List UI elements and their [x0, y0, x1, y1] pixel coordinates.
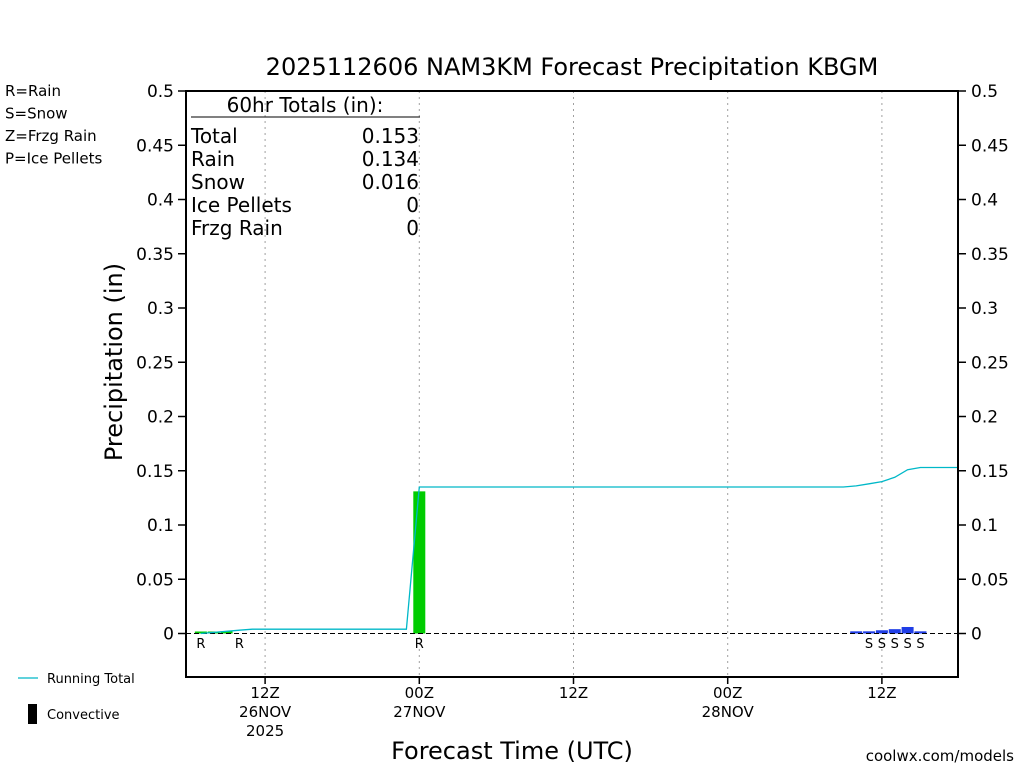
y-tick-label-left: 0.15 — [136, 462, 174, 482]
ptype-legend-item: R=Rain — [5, 82, 61, 100]
totals-header: 60hr Totals (in): — [227, 93, 384, 117]
y-tick-label-left: 0.25 — [136, 353, 174, 373]
y-tick-label-left: 0.05 — [136, 570, 174, 590]
x-tick-label: 00Z — [713, 684, 742, 702]
ptype-marker-R: R — [415, 637, 424, 652]
y-tick-label-left: 0.35 — [136, 245, 174, 265]
ptype-marker-S: S — [916, 637, 924, 652]
bar-rain — [220, 631, 233, 634]
bar-snow — [850, 631, 863, 634]
legend-bar-swatch — [28, 704, 37, 724]
ptype-legend-item: Z=Frzg Rain — [5, 127, 97, 145]
bar-snow — [875, 630, 888, 634]
y-tick-label-right: 0.2 — [971, 408, 998, 428]
y-tick-label-left: 0.2 — [147, 408, 174, 428]
totals-value: 0.153 — [362, 124, 419, 148]
totals-label: Rain — [191, 147, 235, 171]
credit-text: coolwx.com/models — [866, 747, 1014, 765]
precip-type-legend: R=Rain S=Snow Z=Frzg Rain P=Ice Pellets — [5, 82, 102, 168]
y-tick-label-left: 0.5 — [147, 82, 174, 102]
y-tick-label-left: 0.1 — [147, 516, 174, 536]
totals-box: 60hr Totals (in): Total 0.153 Rain 0.134 Sno… — [190, 93, 420, 240]
plot-frame — [185, 90, 959, 678]
y-tick-label-right: 0.5 — [971, 82, 998, 102]
totals-label: Ice Pellets — [191, 193, 292, 217]
y-tick-label-left: 0.4 — [147, 191, 174, 211]
x-axis-label: Forecast Time (UTC) — [391, 737, 633, 765]
vertical-gridlines — [264, 91, 883, 677]
y-axis-left: 0 0.05 0.1 0.15 0.2 0.25 0.3 0.35 0.4 0.45 0.5 — [136, 82, 186, 645]
bar-rain — [413, 491, 426, 634]
y-tick-label-right: 0.1 — [971, 516, 998, 536]
totals-label: Frzg Rain — [191, 216, 283, 240]
y-tick-label-right: 0.3 — [971, 299, 998, 319]
y-tick-label-left: 0.3 — [147, 299, 174, 319]
y-tick-label-right: 0.35 — [971, 245, 1009, 265]
ptype-marker-S: S — [903, 637, 911, 652]
y-tick-label-right: 0.25 — [971, 353, 1009, 373]
series-legend: Running Total Convective — [18, 672, 135, 724]
y-axis-label: Precipitation (in) — [100, 263, 128, 461]
running-total-line — [200, 466, 959, 635]
y-axis-right: 0 0.05 0.1 0.15 0.2 0.25 0.3 0.35 0.4 0.45 0.5 — [958, 82, 1009, 645]
totals-value: 0 — [406, 193, 419, 217]
ptype-legend-item: P=Ice Pellets — [5, 150, 102, 168]
x-tick-label: 27NOV — [393, 703, 446, 721]
y-tick-label-left: 0.45 — [136, 136, 174, 156]
y-tick-label-right: 0.45 — [971, 136, 1009, 156]
x-tick-label: 00Z — [405, 684, 434, 702]
y-tick-label-right: 0.4 — [971, 191, 998, 211]
ptype-marker-S: S — [865, 637, 873, 652]
totals-value: 0.134 — [362, 147, 419, 171]
x-tick-label: 28NOV — [702, 703, 755, 721]
totals-label: Total — [190, 124, 238, 148]
bar-snow — [863, 631, 876, 634]
totals-value: 0 — [406, 216, 419, 240]
totals-value: 0.016 — [362, 170, 419, 194]
x-tick-label: 12Z — [250, 684, 279, 702]
y-tick-label-right: 0 — [971, 625, 982, 645]
legend-label: Running Total — [47, 672, 135, 687]
chart-title: 2025112606 NAM3KM Forecast Precipitation… — [266, 53, 879, 81]
y-tick-label-right: 0.15 — [971, 462, 1009, 482]
totals-label: Snow — [191, 170, 245, 194]
x-tick-label: 2025 — [246, 722, 284, 740]
x-tick-label: 12Z — [867, 684, 896, 702]
ptype-marker-R: R — [235, 637, 244, 652]
bar-snow — [901, 626, 914, 634]
y-tick-label-right: 0.05 — [971, 570, 1009, 590]
ptype-marker-R: R — [196, 637, 205, 652]
bar-rain — [194, 631, 207, 634]
ptype-marker-S: S — [878, 637, 886, 652]
legend-label: Convective — [47, 708, 120, 723]
bar-snow — [914, 631, 927, 634]
y-tick-label-left: 0 — [163, 625, 174, 645]
bar-snow — [888, 629, 901, 634]
x-tick-label: 26NOV — [239, 703, 292, 721]
x-tick-label: 12Z — [559, 684, 588, 702]
ptype-legend-item: S=Snow — [5, 105, 68, 123]
ptype-marker-S: S — [891, 637, 899, 652]
